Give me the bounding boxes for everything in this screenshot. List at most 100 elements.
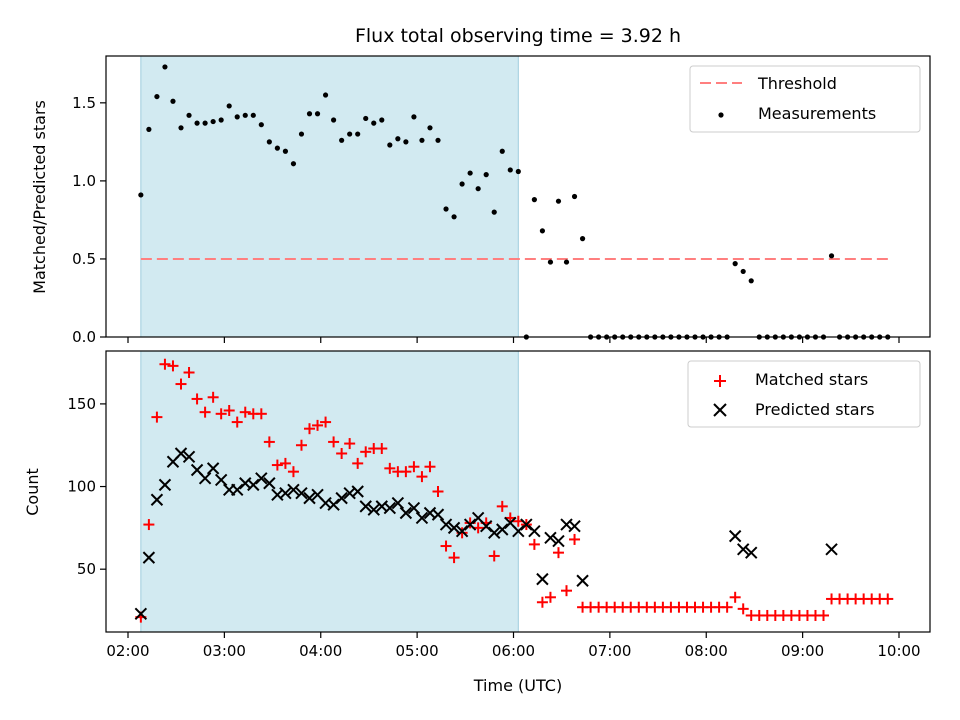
- matched-star-point: [488, 550, 500, 562]
- predicted-star-point: [182, 450, 196, 463]
- matched-star-point: [207, 391, 219, 403]
- predicted-star-point: [351, 485, 364, 498]
- measurement-point: [347, 131, 353, 137]
- matched-star-point: [440, 540, 452, 552]
- predicted-star-point: [247, 478, 260, 492]
- predicted-star-point: [528, 524, 541, 538]
- measurement-point: [499, 148, 505, 154]
- predicted-star-point: [255, 472, 268, 485]
- matched-star-point: [376, 443, 388, 455]
- predicted-star-point: [263, 477, 276, 490]
- predicted-star-point: [367, 503, 380, 516]
- matched-star-point: [561, 585, 573, 597]
- legend-threshold-label: Threshold: [757, 74, 837, 93]
- top-x-ticks: [127, 337, 900, 343]
- matched-star-point: [882, 593, 894, 605]
- matched-star-point: [151, 411, 163, 423]
- predicted-star-point: [544, 531, 557, 544]
- predicted-star-point: [439, 518, 453, 531]
- predicted-star-point: [552, 534, 565, 548]
- predicted-star-point: [496, 523, 509, 536]
- matched-star-point: [328, 436, 340, 448]
- measurement-point: [411, 114, 417, 120]
- y-tick-label: 1.0: [72, 172, 96, 190]
- measurement-point: [178, 125, 184, 131]
- measurement-point: [258, 122, 264, 128]
- measurement-point: [226, 103, 232, 109]
- measurement-point: [363, 115, 369, 122]
- predicted-star-point: [134, 607, 148, 621]
- measurement-point: [579, 236, 586, 242]
- measurement-point: [419, 137, 425, 143]
- predicted-star-point: [198, 472, 212, 485]
- matched-star-point: [729, 591, 741, 603]
- bottom-legend-box: [687, 360, 921, 428]
- bottom-y-ticks: 50 100 150: [67, 395, 106, 578]
- measurement-point: [571, 193, 578, 200]
- predicted-star-point: [142, 551, 156, 564]
- top-plot-frame: [105, 55, 931, 338]
- y-tick-label: 0.5: [72, 250, 96, 268]
- predicted-star-point: [295, 486, 308, 500]
- measurement-point: [515, 168, 521, 175]
- measurement-point: [435, 137, 441, 143]
- top-panel: 0.0 0.5 1.0 1.5 Matched/Predicted stars Thr…: [30, 55, 931, 346]
- predicted-star-point: [536, 572, 549, 586]
- matched-star-point: [384, 462, 396, 474]
- measurement-point: [138, 192, 144, 198]
- measurement-point: [162, 64, 168, 70]
- measurement-point: [282, 148, 289, 154]
- measurement-point: [387, 142, 393, 148]
- measurement-point: [732, 261, 738, 267]
- measurement-point: [483, 172, 489, 178]
- measurement-point: [322, 92, 329, 98]
- predicted-star-point: [520, 518, 533, 531]
- legend-matched-swatch: [714, 375, 726, 387]
- matched-star-point: [432, 486, 444, 497]
- matched-star-point: [416, 471, 428, 483]
- measurement-point: [427, 125, 433, 131]
- y-tick-label: 100: [67, 478, 96, 496]
- measurement-point: [306, 111, 313, 117]
- matched-star-point: [352, 457, 364, 469]
- measurement-point: [491, 209, 497, 215]
- matched-star-point: [255, 408, 267, 420]
- measurement-point: [210, 118, 216, 125]
- measurement-point: [290, 161, 297, 167]
- predicted-star-point: [568, 520, 581, 533]
- y-tick-label: 0.0: [72, 328, 96, 346]
- measurement-point: [186, 112, 192, 118]
- predicted-star-point: [335, 491, 348, 505]
- x-tick-label: 04:00: [299, 642, 342, 660]
- bottom-y-axis-label: Count: [23, 468, 42, 516]
- matched-star-point: [159, 358, 171, 370]
- measurement-point: [250, 112, 256, 118]
- legend-predicted-label: Predicted stars: [755, 400, 875, 419]
- matched-star-point: [239, 406, 251, 418]
- predicted-star-point: [431, 508, 445, 521]
- y-tick-label: 50: [77, 560, 96, 578]
- matched-star-point: [818, 609, 830, 621]
- top-legend: Threshold Measurements: [689, 65, 921, 133]
- matched-star-point: [304, 423, 316, 435]
- predicted-star-point: [214, 473, 228, 487]
- top-observing-span: [140, 55, 519, 338]
- measurement-point: [531, 197, 537, 203]
- y-tick-label: 1.5: [72, 94, 96, 112]
- matched-star-point: [231, 416, 243, 428]
- x-tick-label: 02:00: [106, 642, 149, 660]
- predicted-star-point: [327, 498, 340, 511]
- predicted-star-point: [158, 478, 172, 492]
- predicted-star-point: [279, 486, 292, 500]
- matched-star-point: [737, 603, 749, 615]
- matched-star-point: [199, 406, 211, 418]
- matched-star-point: [360, 446, 372, 458]
- measurement-point: [146, 126, 152, 132]
- measurement-point: [403, 139, 409, 145]
- x-axis-label: Time (UTC): [473, 676, 562, 695]
- measurement-point: [740, 268, 746, 275]
- predicted-star-point: [206, 462, 220, 475]
- x-tick-label: 03:00: [203, 642, 246, 660]
